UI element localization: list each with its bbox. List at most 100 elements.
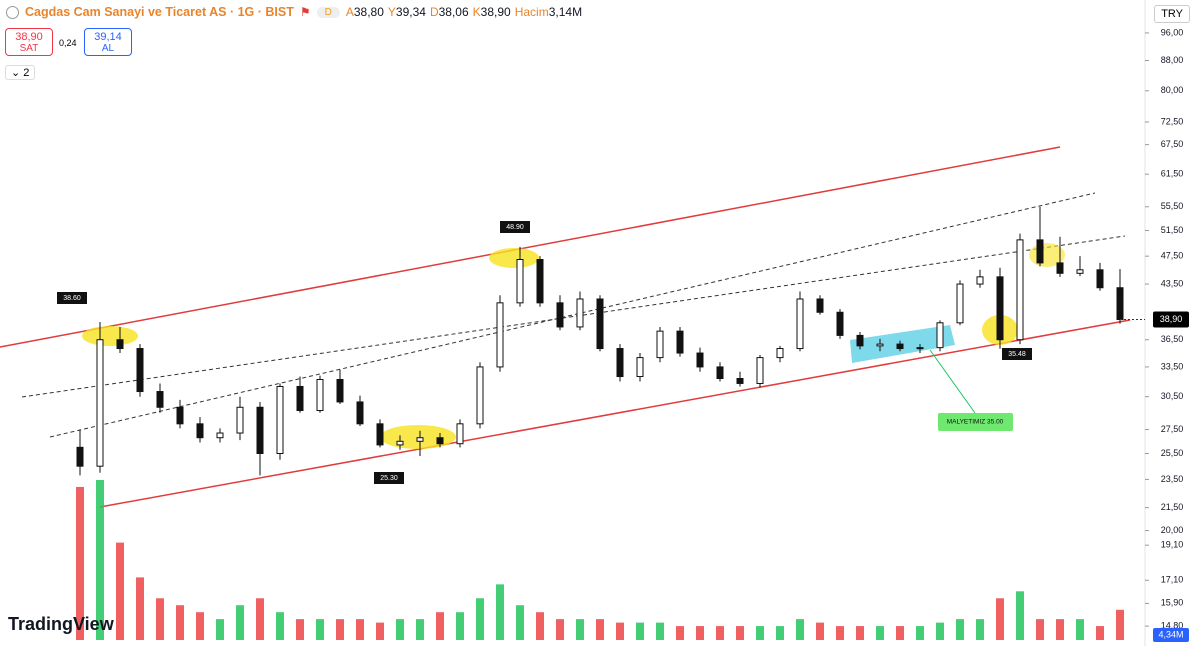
ohlc-item: Y39,34 — [388, 5, 426, 19]
candle-body — [296, 385, 304, 412]
logo — [6, 5, 19, 19]
ohlc-value: 3,14M — [548, 5, 583, 19]
volume-bar — [536, 612, 544, 640]
y-tick-label: 21,50 — [1161, 502, 1184, 512]
candle-body — [136, 348, 144, 393]
y-tick-label: 20,00 — [1161, 525, 1184, 535]
volume-bar — [216, 619, 224, 640]
volume-bar — [936, 622, 944, 640]
ohlc-value: 39,34 — [395, 5, 426, 19]
volume-bar — [756, 626, 764, 640]
candle-body — [856, 334, 864, 347]
candle-body — [76, 446, 84, 467]
y-tick-label: 55,50 — [1161, 201, 1184, 211]
y-tick-label: 19,10 — [1161, 540, 1184, 550]
volume-bar — [456, 612, 464, 640]
volume-bar — [276, 612, 284, 640]
volume-bar — [416, 619, 424, 640]
ohlc-item: D38,06 — [430, 5, 469, 19]
candle-body — [836, 311, 844, 336]
candle-body — [916, 347, 924, 350]
buy-button[interactable]: 39,14 AL — [84, 28, 132, 56]
volume-bar — [856, 626, 864, 640]
volume-bar — [896, 626, 904, 640]
annotation: MALYETIMIZ 35.00 — [947, 419, 1004, 426]
volume-bar — [436, 612, 444, 640]
volume-bar — [956, 619, 964, 640]
volume-bar — [236, 605, 244, 640]
symbol-title[interactable]: Cagdas Cam Sanayi ve Ticaret AS · 1G · B… — [25, 5, 294, 19]
volume-bar — [876, 626, 884, 640]
candle-body — [936, 322, 944, 349]
y-tick-label: 61,50 — [1161, 169, 1184, 179]
candle-body — [356, 401, 364, 425]
candle-body — [956, 283, 964, 324]
volume-bar — [136, 577, 144, 640]
y-tick-label: 72,50 — [1161, 116, 1184, 126]
volume-last-label: 4,34M — [1158, 629, 1183, 639]
sell-label: SAT — [19, 43, 39, 54]
volume-bar — [776, 626, 784, 640]
currency[interactable]: TRY — [1154, 5, 1190, 23]
badge: D — [316, 6, 340, 18]
volume-bar — [196, 612, 204, 640]
candle-body — [616, 348, 624, 378]
volume-bar — [636, 622, 644, 640]
y-tick-label: 96,00 — [1161, 27, 1184, 37]
volume-bar — [76, 486, 84, 640]
volume-bar — [996, 598, 1004, 640]
y-tick-label: 30,50 — [1161, 391, 1184, 401]
volume-bar — [836, 626, 844, 640]
buy-price: 39,14 — [94, 31, 122, 43]
y-tick-label: 67,50 — [1161, 139, 1184, 149]
volume-bar — [336, 619, 344, 640]
candle-body — [176, 406, 184, 425]
y-tick-label: 27,50 — [1161, 424, 1184, 434]
ohlc-label: Hacim — [514, 5, 549, 19]
ohlc-item: Hacim3,14M — [515, 5, 582, 19]
volume-bar — [696, 626, 704, 640]
y-tick-label: 33,50 — [1161, 361, 1184, 371]
candle-body — [996, 276, 1004, 341]
sell-button[interactable]: 38,90 SAT — [5, 28, 53, 56]
volume-bar — [96, 480, 104, 640]
candle-body — [596, 298, 604, 350]
volume-bar — [256, 598, 264, 640]
last-price-label: 38,90 — [1160, 314, 1183, 324]
brand: TradingView — [8, 614, 114, 635]
candle-body — [236, 406, 244, 434]
ohlc-label: A — [345, 5, 354, 19]
volume-bar — [1096, 626, 1104, 640]
annotation: 35.48 — [1008, 351, 1026, 358]
candle-body — [156, 391, 164, 408]
indicator-count: 2 — [23, 67, 30, 79]
candle-body — [1056, 262, 1064, 274]
brand-text: TradingView — [8, 614, 114, 634]
indicators-toggle[interactable]: ⌄ 2 — [5, 65, 36, 80]
volume-bar — [736, 626, 744, 640]
y-tick-label: 88,00 — [1161, 55, 1184, 65]
candle-body — [336, 378, 344, 403]
last-price-box — [1153, 311, 1189, 328]
header: Cagdas Cam Sanayi ve Ticaret AS · 1G · B… — [6, 5, 586, 19]
y-tick-label: 80,00 — [1161, 85, 1184, 95]
y-tick-label: 15,90 — [1161, 598, 1184, 608]
volume-bar — [356, 619, 364, 640]
ohlc-label: K — [472, 5, 481, 19]
annotation: 38.60 — [63, 295, 81, 302]
candle-body — [636, 357, 644, 378]
ohlc: A38,80 Y39,34 D38,06 K38,90 Hacim3,14M — [346, 5, 586, 19]
volume-bar — [716, 626, 724, 640]
drawings: 38.60 48.90 25.30 35.48 MALYETIMIZ 35.00 — [0, 0, 1146, 646]
candle-body — [736, 378, 744, 384]
candle-body — [96, 339, 104, 467]
volume-bar — [796, 619, 804, 640]
candle-body — [656, 330, 664, 359]
candle-body — [456, 423, 464, 445]
buy-label: AL — [101, 43, 115, 54]
ohlc-value: 38,90 — [480, 5, 511, 19]
candle-body — [756, 357, 764, 384]
candle-body — [1076, 269, 1084, 274]
candle-body — [716, 366, 724, 380]
